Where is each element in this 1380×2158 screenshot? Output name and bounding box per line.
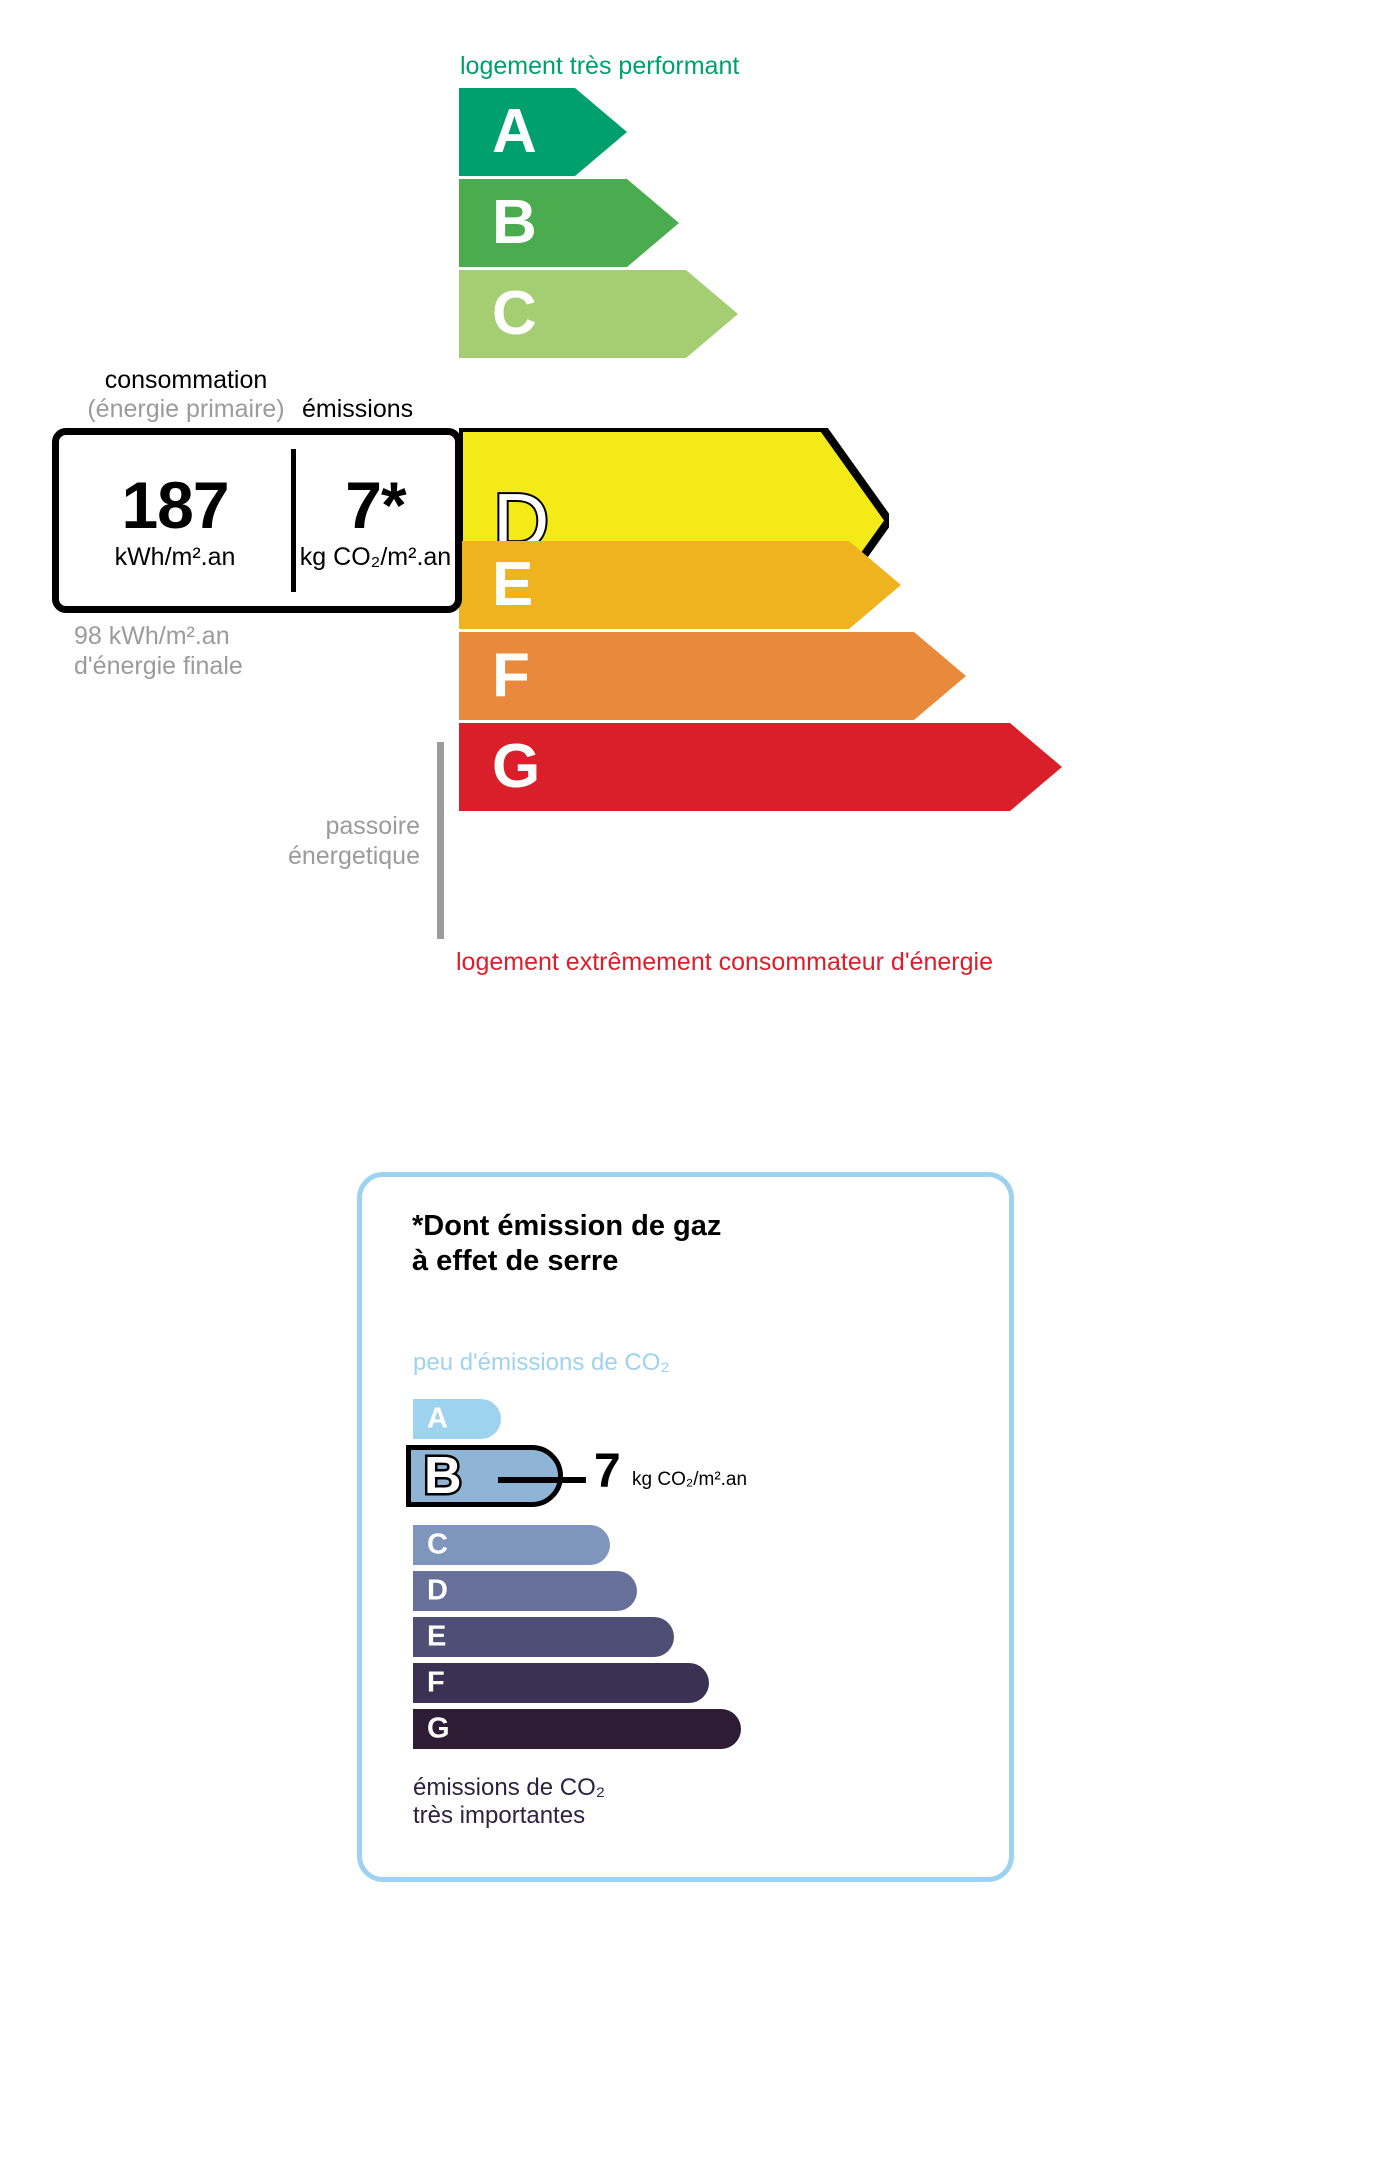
- ges-class-letter-b: B: [422, 1447, 465, 1505]
- energy-class-f: F: [459, 632, 966, 720]
- ges-class-a: A: [413, 1399, 501, 1439]
- emissions-value-cell: 7* kg CO₂/m².an: [296, 435, 455, 606]
- measured-values-panel: 187 kWh/m².an 7* kg CO₂/m².an: [52, 428, 462, 613]
- ges-panel-title: *Dont émission de gaz à effet de serre: [412, 1210, 722, 1277]
- energy-class-letter-c: C: [492, 279, 537, 348]
- energy-arrow-shape-g: G: [459, 723, 1062, 811]
- ges-class-e: E: [413, 1617, 674, 1657]
- ges-class-g: G: [413, 1709, 741, 1749]
- energy-class-e: E: [459, 541, 901, 629]
- emissions-value: 7*: [345, 467, 406, 542]
- ges-value-unit: kg CO₂/m².an: [632, 1469, 748, 1490]
- energy-class-letter-b: B: [492, 188, 537, 257]
- energy-class-letter-e: E: [492, 550, 534, 619]
- consumption-label: consommation (énergie primaire): [66, 366, 306, 424]
- ges-class-letter-g: G: [427, 1712, 450, 1745]
- consumption-value-cell: 187 kWh/m².an: [59, 435, 291, 606]
- energy-class-g: G: [459, 723, 1062, 811]
- ges-class-letter-c: C: [427, 1528, 448, 1561]
- emissions-unit: kg CO₂/m².an: [299, 542, 452, 571]
- consumption-label-sub: (énergie primaire): [87, 395, 285, 423]
- energy-class-b: B: [459, 179, 679, 267]
- energy-arrow-shape-e: E: [459, 541, 901, 629]
- ges-bar-shape-a: A: [413, 1399, 501, 1439]
- final-energy-value: 98 kWh/m².an: [74, 622, 230, 650]
- energy-class-a: A: [459, 88, 627, 176]
- energy-class-letter-g: G: [492, 732, 541, 801]
- energy-class-letter-a: A: [492, 97, 537, 166]
- ges-class-d: D: [413, 1571, 637, 1611]
- energy-arrow-shape-a: A: [459, 88, 627, 176]
- ges-bottom-legend: émissions de CO₂ très importantes: [413, 1774, 606, 1830]
- passoire-label: passoire énergetique: [230, 812, 420, 871]
- ges-value: 7: [594, 1445, 621, 1498]
- final-energy-caption: d'énergie finale: [74, 651, 243, 680]
- ges-leader-line: [498, 1477, 586, 1483]
- consumption-label-main: consommation: [104, 366, 268, 394]
- top-legend-text: logement très performant: [460, 52, 740, 80]
- panel-divider: [291, 449, 296, 592]
- ges-class-letter-e: E: [427, 1620, 447, 1653]
- ges-bar-shape-f: F: [413, 1663, 709, 1703]
- ges-bar-shape-g: G: [413, 1709, 741, 1749]
- ges-top-legend: peu d'émissions de CO₂: [413, 1349, 670, 1376]
- ges-class-letter-f: F: [427, 1666, 445, 1699]
- ges-class-f: F: [413, 1663, 709, 1703]
- ges-class-b: B: [406, 1445, 563, 1507]
- consumption-value: 187: [121, 467, 229, 542]
- consumption-unit: kWh/m².an: [114, 542, 236, 571]
- passoire-bracket: [437, 742, 444, 939]
- passoire-line-2: énergetique: [287, 841, 420, 870]
- energy-arrow-shape-c: C: [459, 270, 738, 358]
- energy-arrow-shape-b: B: [459, 179, 679, 267]
- bottom-legend-text: logement extrêmement consommateur d'éner…: [456, 948, 993, 976]
- ges-class-letter-a: A: [427, 1402, 448, 1435]
- energy-class-letter-f: F: [492, 641, 530, 710]
- energy-class-c: C: [459, 270, 738, 358]
- final-energy-note: 98 kWh/m².an d'énergie finale: [74, 622, 243, 681]
- passoire-line-1: passoire: [325, 812, 421, 840]
- emissions-label: émissions: [302, 395, 414, 423]
- ges-bar-shape-d: D: [413, 1571, 637, 1611]
- ges-emissions-panel: *Dont émission de gaz à effet de serre p…: [357, 1172, 1014, 1882]
- ges-bar-shape-b: B: [406, 1445, 563, 1507]
- ges-class-c: C: [413, 1525, 610, 1565]
- ges-bar-shape-e: E: [413, 1617, 674, 1657]
- ges-class-letter-d: D: [427, 1574, 448, 1607]
- energy-arrow-shape-f: F: [459, 632, 966, 720]
- ges-bar-shape-c: C: [413, 1525, 610, 1565]
